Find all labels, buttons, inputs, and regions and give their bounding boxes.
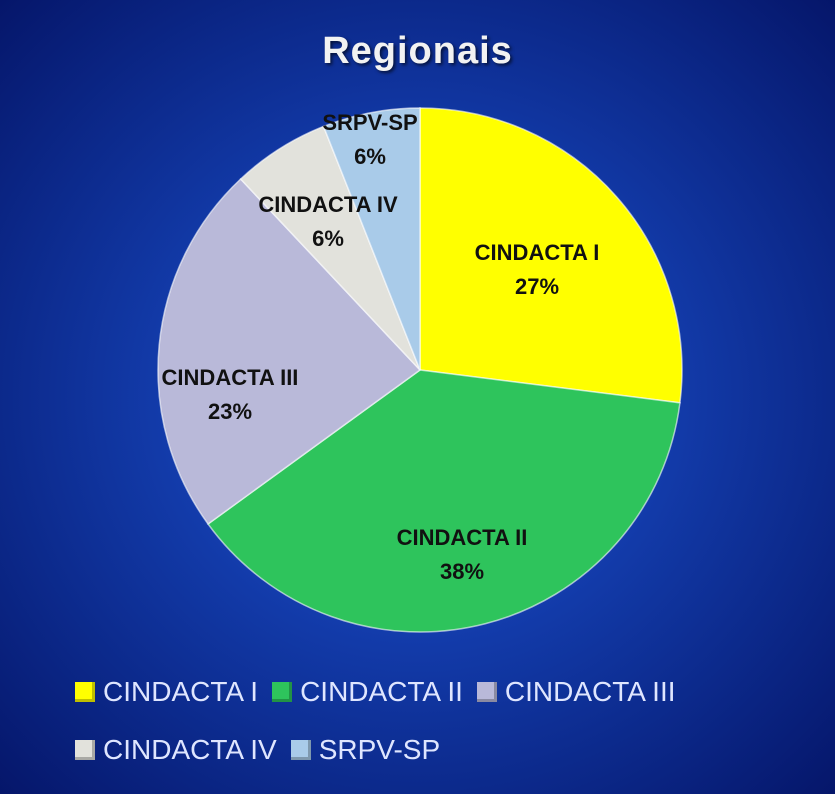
- pie-slice: [206, 369, 681, 633]
- legend: CINDACTA I CINDACTA II CINDACTA III CINDACT…: [75, 672, 795, 770]
- chart-title: Regionais: [322, 30, 513, 72]
- legend-label: SRPV-SP: [318, 734, 441, 765]
- legend-label: CINDACTA III: [504, 676, 676, 707]
- slice-value: 6%: [354, 144, 386, 169]
- slice-value: 38%: [439, 559, 485, 584]
- legend-swatch: [75, 740, 95, 760]
- slice-label: SRPV-SP 6%: [305, 106, 435, 174]
- legend-swatch: [75, 682, 95, 702]
- slice-label: CINDACTA I 27%: [462, 236, 612, 304]
- slice-category: CINDACTA III: [161, 365, 299, 390]
- legend-item: SRPV-SP: [290, 730, 441, 770]
- pie-slice: [322, 107, 421, 371]
- slice-label: CINDACTA III 23%: [130, 361, 330, 429]
- legend-swatch: [290, 740, 311, 760]
- legend-label: CINDACTA I: [103, 676, 259, 707]
- slice-value: 23%: [207, 399, 253, 424]
- legend-label: CINDACTA IV: [103, 734, 277, 765]
- pie-slice: [419, 107, 683, 404]
- slice-category: CINDACTA I: [474, 240, 600, 265]
- legend-swatch: [272, 682, 293, 702]
- legend-item: CINDACTA I: [75, 672, 258, 712]
- slice-value: 27%: [514, 274, 560, 299]
- slice-category: SRPV-SP: [322, 110, 418, 135]
- legend-label: CINDACTA II: [300, 676, 463, 707]
- legend-item: CINDACTA IV: [75, 730, 277, 770]
- legend-swatch: [476, 682, 497, 702]
- slice-value: 6%: [312, 226, 344, 251]
- slice-label: CINDACTA IV 6%: [253, 188, 403, 256]
- slice-category: CINDACTA II: [396, 525, 528, 550]
- legend-item: CINDACTA II: [272, 672, 463, 712]
- slice-category: CINDACTA IV: [258, 192, 398, 217]
- pie-slice: [157, 177, 422, 526]
- legend-item: CINDACTA III: [476, 672, 676, 712]
- slice-label: CINDACTA II 38%: [387, 521, 537, 589]
